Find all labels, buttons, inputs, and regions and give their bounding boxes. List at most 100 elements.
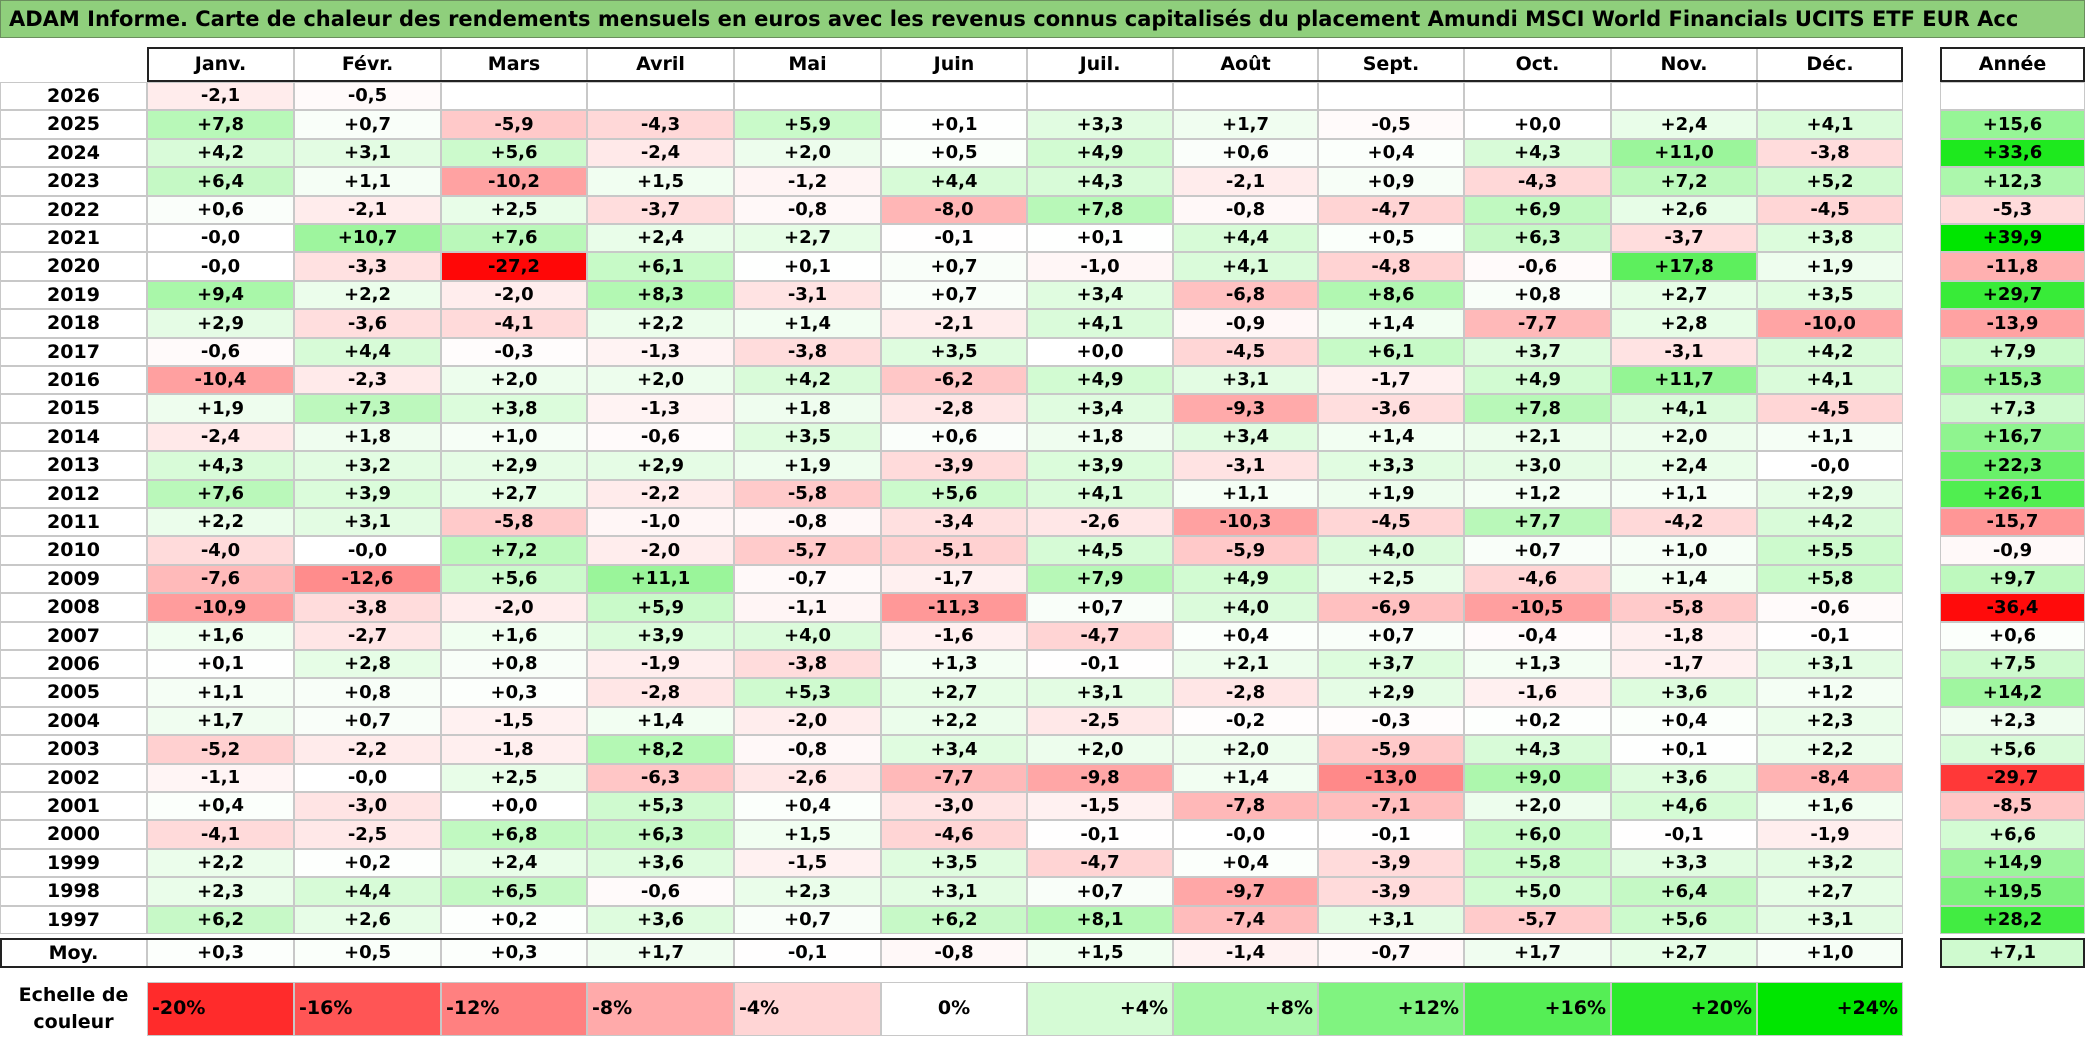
heatmap-cell: +3,1 [1027,678,1173,707]
heatmap-cell: -5,7 [734,536,881,565]
heatmap-cell: +1,8 [294,423,441,451]
legend-swatch: +12% [1318,982,1464,1036]
average-cell: -0,7 [1318,938,1464,968]
average-cell: +1,7 [1464,938,1611,968]
heatmap-cell: -2,2 [587,480,734,508]
heatmap-cell: -7,7 [881,764,1027,792]
year-label: 2010 [0,536,147,565]
heatmap-cell: -0,0 [147,224,294,252]
heatmap-cell: +3,4 [881,735,1027,764]
heatmap-cell: -11,3 [881,593,1027,622]
heatmap-cell: -0,0 [294,764,441,792]
heatmap-cell: -2,8 [1173,678,1318,707]
heatmap-cell: +5,5 [1757,536,1903,565]
heatmap-cell: -4,5 [1757,394,1903,423]
heatmap-cell: +8,2 [587,735,734,764]
heatmap-cell: +0,5 [881,139,1027,167]
average-cell: +2,7 [1611,938,1757,968]
heatmap-cell: +0,4 [147,792,294,820]
heatmap-cell: +3,1 [1318,906,1464,934]
heatmap-cell: +11,0 [1611,139,1757,167]
legend-label: Echelle de couleur [18,984,129,1033]
heatmap-cell: +5,6 [441,139,587,167]
heatmap-cell: +3,5 [881,849,1027,877]
heatmap-cell: +2,1 [1173,650,1318,678]
legend-swatch: -20% [147,982,294,1036]
heatmap-cell: -7,7 [1464,309,1611,338]
heatmap-cell: +4,0 [1173,593,1318,622]
heatmap-cell: -8,0 [881,196,1027,224]
heatmap-cell: -5,8 [441,508,587,536]
heatmap-cell: -2,0 [587,536,734,565]
heatmap-cell: -4,1 [441,309,587,338]
heatmap-cell: +4,3 [1464,139,1611,167]
heatmap-cell: +4,9 [1173,565,1318,593]
heatmap-cell: +2,7 [1611,281,1757,309]
year-label: 2013 [0,451,147,480]
heatmap-cell: +1,1 [1173,480,1318,508]
heatmap-cell: +3,1 [1757,650,1903,678]
heatmap-cell: -3,8 [294,593,441,622]
heatmap-cell: +5,8 [1464,849,1611,877]
heatmap-cell: +2,8 [1611,309,1757,338]
heatmap-cell: -5,9 [1173,536,1318,565]
heatmap-cell: +0,6 [1173,139,1318,167]
year-label: 2006 [0,650,147,678]
heatmap-cell: +1,6 [1757,792,1903,820]
heatmap-cell: +2,6 [1611,196,1757,224]
heatmap-cell: +4,4 [1173,224,1318,252]
heatmap-cell [441,82,587,110]
heatmap-cell: -2,1 [1173,167,1318,196]
heatmap-cell: +0,7 [734,906,881,934]
annual-cell: +12,3 [1940,167,2085,196]
heatmap-cell: -0,8 [734,196,881,224]
heatmap-cell: -0,3 [441,338,587,366]
heatmap-cell: +11,7 [1611,366,1757,394]
heatmap-cell: -0,0 [147,252,294,281]
heatmap-cell: -0,8 [1173,196,1318,224]
average-cell: +0,3 [441,938,587,968]
heatmap-cell: -0,6 [587,423,734,451]
annual-cell [1940,82,2085,110]
heatmap-cell: +0,4 [1318,139,1464,167]
heatmap-cell: +1,6 [441,622,587,650]
heatmap-cell: +0,7 [1027,877,1173,906]
heatmap-cell: +8,3 [587,281,734,309]
heatmap-cell: +1,0 [1611,536,1757,565]
year-label: 2022 [0,196,147,224]
heatmap-cell: +0,1 [734,252,881,281]
heatmap-cell: +0,2 [441,906,587,934]
heatmap-cell: -7,8 [1173,792,1318,820]
heatmap-cell: -4,3 [587,110,734,139]
heatmap-cell: +4,6 [1611,792,1757,820]
legend-swatch: -12% [441,982,587,1036]
heatmap-cell: +4,1 [1027,309,1173,338]
year-label: 2003 [0,735,147,764]
annual-cell: +14,9 [1940,849,2085,877]
heatmap-cell: +3,5 [734,423,881,451]
heatmap-cell: +1,7 [1173,110,1318,139]
heatmap-cell: +2,5 [441,196,587,224]
heatmap-cell: -0,5 [1318,110,1464,139]
heatmap-cell [1464,82,1611,110]
heatmap-cell: +1,4 [1318,309,1464,338]
heatmap-cell: +4,9 [1464,366,1611,394]
annual-cell: -8,5 [1940,792,2085,820]
heatmap-cell: +4,0 [1318,536,1464,565]
heatmap-cell: -1,3 [587,394,734,423]
average-annual-cell: +7,1 [1940,938,2085,968]
heatmap-cell: -7,4 [1173,906,1318,934]
heatmap-cell: +1,4 [587,707,734,735]
heatmap-cell: -3,6 [294,309,441,338]
annual-header: Année [1940,47,2085,82]
annual-cell: +7,5 [1940,650,2085,678]
heatmap-cell: +3,9 [294,480,441,508]
heatmap-cell: +5,9 [587,593,734,622]
heatmap-cell: +4,3 [147,451,294,480]
heatmap-cell: +1,2 [1757,678,1903,707]
heatmap-cell: +3,0 [1464,451,1611,480]
heatmap-cell: -6,2 [881,366,1027,394]
heatmap-cell: -4,2 [1611,508,1757,536]
heatmap-cell: -1,3 [587,338,734,366]
month-header: Oct. [1464,47,1611,82]
